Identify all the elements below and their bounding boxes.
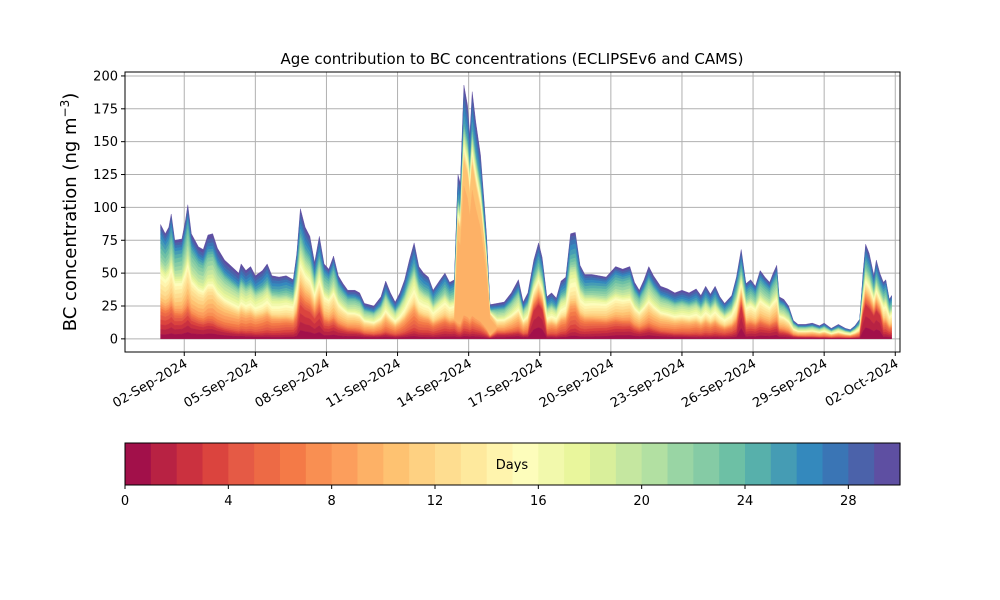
colorbar-bin-1 [150,443,178,485]
colorbar-tick-label: 28 [840,494,857,509]
colorbar-tick-label: 12 [427,494,444,509]
colorbar-bin-22 [693,443,720,485]
colorbar-tick-label: 24 [737,494,754,509]
y-tick-label: 175 [93,102,118,117]
y-tick-label: 150 [93,135,118,150]
x-tick-label: 23-Sep-2024 [608,356,688,411]
colorbar-bin-26 [796,443,824,485]
y-tick-label: 50 [101,267,118,282]
colorbar-bin-5 [254,443,281,485]
y-axis-label-text: BC concentration (ng m [60,117,81,331]
colorbar-bin-28 [848,443,875,485]
x-tick-label: 11-Sep-2024 [324,356,404,411]
x-tick-label: 26-Sep-2024 [679,356,759,411]
x-tick-label: 02-Oct-2024 [823,356,901,410]
colorbar-frame [124,442,901,486]
y-tick-label: 125 [93,168,118,183]
colorbar-bin-29 [874,443,901,485]
plot-area: 02-Sep-202405-Sep-202408-Sep-202411-Sep-… [93,69,901,411]
colorbar-bin-2 [176,443,204,485]
x-tick-label: 20-Sep-2024 [537,356,617,411]
colorbar-bin-21 [667,443,694,485]
colorbar-bin-6 [280,443,307,485]
colorbar-bin-23 [719,443,746,485]
colorbar-bin-7 [305,443,333,485]
colorbar-ticks: 0 4 8 12 16 20 24 28 [121,485,857,509]
colorbar-bin-20 [641,443,669,485]
y-tick-label: 0 [110,332,118,347]
chart-title: Age contribution to BC concentrations (E… [281,50,744,68]
colorbar-bin-13 [460,443,488,485]
axes-frame [124,71,901,353]
x-tick-label: 14-Sep-2024 [395,356,475,411]
y-tick-label: 100 [93,201,118,216]
colorbar: 0 4 8 12 16 20 24 28 Days [121,442,901,509]
colorbar-bin-10 [383,443,410,485]
colorbar-bin-16 [538,443,565,485]
age-band-0-days [160,327,892,340]
y-axis-label: BC concentration (ng m−3) [58,93,81,332]
colorbar-bin-3 [202,443,229,485]
colorbar-tick-label: 0 [121,494,129,509]
colorbar-bin-0 [125,443,152,485]
x-axis-ticks: 02-Sep-202405-Sep-202408-Sep-202411-Sep-… [110,352,901,411]
colorbar-bin-15 [512,443,539,485]
x-tick-label: 29-Sep-2024 [750,356,830,411]
colorbar-bin-24 [745,443,772,485]
colorbar-bin-25 [770,443,798,485]
y-axis-label-exponent: −3 [58,100,72,118]
colorbar-tick-label: 20 [633,494,650,509]
colorbar-bin-17 [564,443,591,485]
y-tick-label: 200 [93,69,118,84]
colorbar-tick-label: 4 [224,494,232,509]
colorbar-bin-14 [486,443,514,485]
age-area-bands [160,85,892,340]
colorbar-tick-label: 8 [328,494,336,509]
colorbar-bin-27 [822,443,849,485]
y-tick-label: 75 [101,234,118,249]
colorbar-bin-9 [357,443,384,485]
y-axis-ticks: 0 25 50 75 100 125 150 175 200 [93,69,125,347]
x-tick-label: 17-Sep-2024 [466,356,546,411]
y-tick-label: 25 [101,299,118,314]
colorbar-bin-19 [615,443,643,485]
colorbar-bin-4 [228,443,255,485]
colorbar-bin-12 [435,443,462,485]
colorbar-tick-label: 16 [530,494,547,509]
colorbar-label: Days [496,458,529,473]
colorbar-bin-8 [331,443,359,485]
colorbar-bins [125,443,901,485]
colorbar-bin-18 [590,443,617,485]
x-tick-label: 08-Sep-2024 [253,356,333,411]
colorbar-bin-11 [409,443,436,485]
y-axis-label-close: ) [60,93,81,100]
x-tick-label: 05-Sep-2024 [182,356,262,411]
x-tick-label: 02-Sep-2024 [110,356,190,411]
